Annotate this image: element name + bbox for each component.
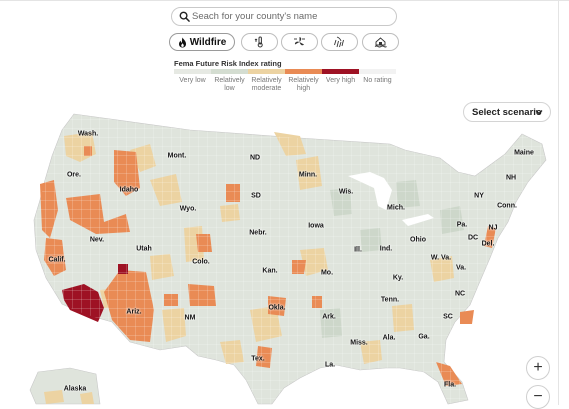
state-label-arkansas: Ark.	[322, 313, 336, 321]
state-label-georgia: Ga.	[418, 333, 430, 341]
state-label-california: Calif.	[48, 256, 66, 264]
state-label-texas: Tex.	[251, 355, 265, 363]
legend-swatch-relatively-high	[285, 69, 322, 74]
state-label-utah: Utah	[136, 245, 152, 253]
legend-label-relatively-moderate: Relatively moderate	[251, 77, 282, 92]
state-label-washington: Wash.	[77, 130, 99, 138]
legend-label-relatively-high: Relatively high	[288, 77, 319, 92]
state-label-nevada: Nev.	[89, 236, 105, 244]
state-label-wisconsin: Wis.	[338, 188, 354, 196]
state-label-kentucky: Ky.	[392, 274, 404, 282]
state-label-connecticut: Conn.	[497, 202, 517, 210]
legend-label-very-low: Very low	[179, 77, 206, 84]
tab-wildfire-label: Wildfire	[189, 36, 227, 48]
state-label-ohio: Ohio	[410, 236, 426, 244]
county-grid-texture	[34, 114, 546, 404]
state-label-pennsylvania: Pa.	[456, 221, 468, 229]
tab-rain[interactable]	[321, 33, 358, 51]
state-label-michigan: Mich.	[387, 204, 405, 212]
tab-wind[interactable]	[281, 33, 318, 51]
state-label-colorado: Colo.	[192, 258, 210, 266]
legend-swatch-very-low	[174, 69, 211, 74]
legend-swatch-no-rating	[359, 69, 396, 74]
us-risk-map[interactable]: Wash. Ore. Idaho Mont. Wyo. Nev. Calif. …	[0, 110, 569, 405]
county-search-box[interactable]	[171, 7, 397, 26]
legend-swatch-relatively-low	[211, 69, 248, 74]
select-scenario-label: Select scenario	[472, 106, 542, 118]
state-label-illinois: Ill.	[354, 246, 362, 254]
state-label-virginia: Va.	[455, 264, 467, 272]
legend-swatch-relatively-moderate	[248, 69, 285, 74]
state-label-idaho: Idaho	[119, 186, 139, 194]
select-scenario-dropdown[interactable]: Select scenario	[463, 102, 551, 122]
zoom-in-button[interactable]: +	[526, 356, 550, 380]
state-label-south-carolina: SC	[443, 313, 453, 321]
state-label-tennessee: Tenn.	[380, 296, 400, 304]
state-label-missouri: Mo.	[320, 269, 334, 277]
state-label-maine: Maine	[514, 149, 534, 157]
tab-wildfire[interactable]: Wildfire	[169, 33, 235, 51]
zoom-out-button[interactable]: −	[526, 385, 550, 409]
state-label-montana: Mont.	[167, 152, 187, 160]
county-choropleth[interactable]	[0, 110, 569, 405]
state-label-alabama: Ala.	[382, 334, 396, 342]
chevron-down-icon	[535, 110, 543, 115]
state-label-north-carolina: NC	[454, 290, 466, 298]
state-label-new-york: NY	[474, 192, 484, 200]
state-label-nebraska: Nebr.	[249, 229, 267, 237]
right-divider	[558, 0, 559, 405]
legend-label-relatively-low: Relatively low	[214, 77, 245, 92]
flooded-house-icon	[374, 37, 387, 48]
state-label-north-dakota: ND	[249, 154, 261, 162]
tab-flood[interactable]	[362, 33, 399, 51]
state-label-oklahoma: Okla.	[268, 304, 286, 312]
alaska-moderate-areas	[44, 390, 94, 404]
flame-icon	[178, 37, 186, 47]
state-label-alaska: Alaska	[63, 385, 87, 393]
legend-label-no-rating: No rating	[363, 77, 392, 84]
wind-icon	[294, 37, 305, 46]
state-label-wyoming: Wyo.	[179, 205, 197, 213]
legend-title: Fema Future Risk Index rating	[174, 59, 282, 68]
tab-heat[interactable]	[241, 33, 278, 51]
state-label-minnesota: Minn.	[298, 171, 318, 179]
state-label-indiana: Ind.	[379, 245, 393, 253]
state-label-new-jersey: NJ	[488, 224, 498, 232]
search-icon	[179, 11, 190, 22]
state-label-louisiana: La.	[324, 361, 336, 369]
top-divider	[0, 0, 569, 1]
state-label-kansas: Kan.	[262, 267, 278, 275]
state-label-south-dakota: SD	[251, 192, 261, 200]
state-label-oregon: Ore.	[66, 171, 82, 179]
state-label-arizona: Ariz.	[126, 308, 142, 316]
state-label-west-virginia: W. Va.	[430, 254, 452, 262]
state-label-dc: DC	[467, 234, 479, 242]
state-label-mississippi: Miss.	[350, 339, 368, 347]
legend-swatch-very-high	[322, 69, 359, 74]
rain-icon	[334, 36, 344, 48]
county-search-input[interactable]	[192, 9, 392, 24]
state-label-new-hampshire: NH	[505, 174, 517, 182]
state-label-delaware: Del.	[481, 240, 495, 248]
legend-label-very-high: Very high	[325, 77, 356, 84]
state-label-florida: Fla.	[443, 381, 457, 389]
thermometer-heat-icon	[254, 36, 263, 48]
state-label-iowa: Iowa	[308, 222, 324, 230]
state-label-new-mexico: NM	[184, 314, 196, 322]
